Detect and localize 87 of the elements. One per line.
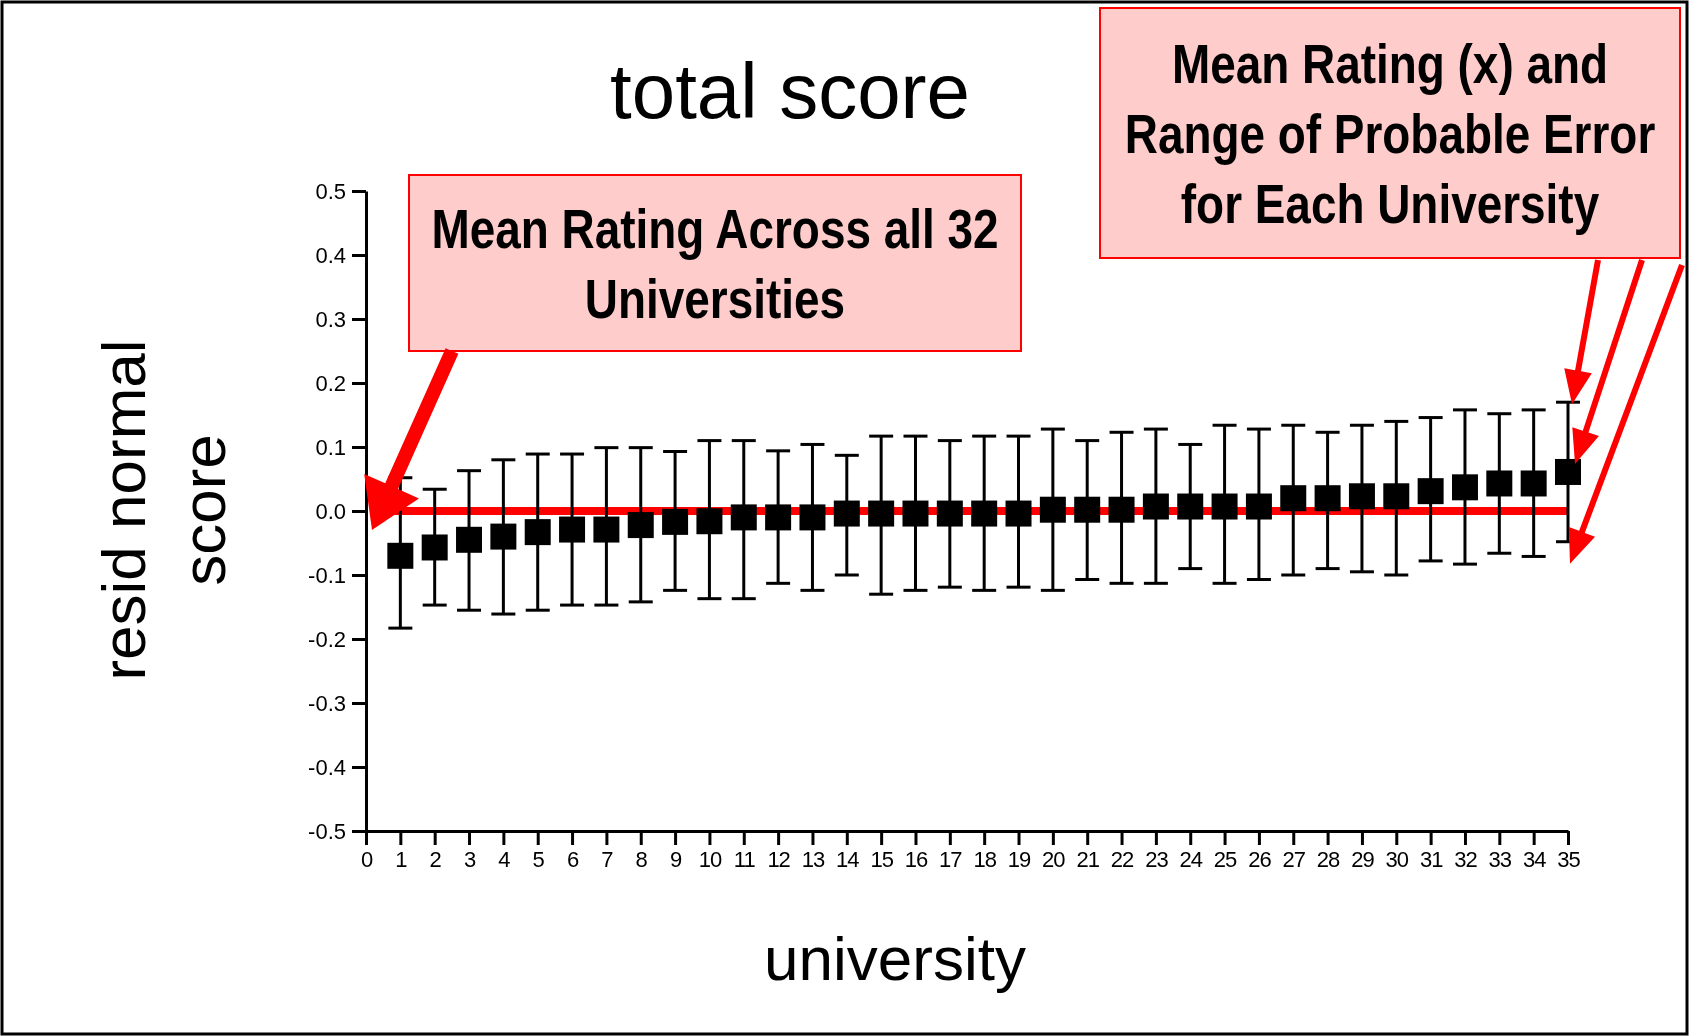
point (1451, 474, 1478, 501)
point (1211, 493, 1238, 520)
x-tick-label: 6 (566, 846, 579, 872)
point (1555, 458, 1581, 485)
x-tick-label: 0 (360, 846, 373, 872)
x-tick-label: 24 (1179, 846, 1203, 872)
point (627, 512, 654, 539)
x-tick-label: 18 (973, 846, 997, 872)
y-tick-label: 0.2 (315, 370, 346, 396)
point (1005, 500, 1032, 527)
x-tick-label: 23 (1145, 846, 1169, 872)
x-tick-label: 3 (463, 846, 476, 872)
y-tick-label: 0.4 (315, 242, 346, 268)
y-tick-label: 0.0 (315, 498, 346, 524)
point (387, 542, 414, 569)
x-tick-label: 1 (395, 846, 408, 872)
x-tick-label: 22 (1110, 846, 1135, 872)
x-tick-label: 26 (1248, 846, 1272, 872)
x-tick-label: 33 (1488, 846, 1512, 872)
x-tick-label: 27 (1282, 846, 1306, 872)
x-tick-label: 28 (1316, 846, 1341, 872)
x-tick-label: 17 (939, 846, 963, 872)
point (490, 523, 517, 550)
x-tick-label: 5 (532, 846, 545, 872)
x-tick-label: 35 (1557, 846, 1581, 872)
y-tick-label: 0.3 (315, 306, 346, 332)
point (1245, 493, 1272, 520)
point (1177, 493, 1204, 520)
x-tick-label: 21 (1076, 846, 1100, 872)
x-tick-label: 9 (669, 846, 682, 872)
x-tick-label: 10 (698, 846, 722, 872)
point (421, 534, 448, 561)
annotation: Mean Rating (x) and Range of Probable Error for Each University (1124, 32, 1656, 236)
chart-title: total score (610, 47, 970, 135)
point (1108, 496, 1135, 523)
x-tick-label: 7 (601, 846, 614, 872)
point (971, 500, 998, 527)
point (902, 500, 929, 527)
point (765, 504, 792, 531)
x-tick-label: 12 (767, 846, 791, 872)
point (696, 508, 723, 535)
point (799, 504, 826, 531)
x-tick-label: 31 (1419, 846, 1444, 872)
y-tick-label: -0.5 (308, 818, 346, 844)
point (1314, 485, 1341, 512)
x-tick-label: 32 (1454, 846, 1478, 872)
x-axis-title: university (764, 924, 1026, 993)
point (868, 500, 895, 527)
point (1039, 496, 1066, 523)
y-tick-label: 0.5 (315, 178, 346, 204)
x-tick-label: 11 (733, 846, 756, 872)
point (662, 508, 689, 535)
annotation: Mean Rating Across all 32 Universities (431, 197, 999, 331)
point (1520, 470, 1547, 497)
y-tick-label: -0.3 (308, 690, 346, 716)
x-tick-label: 34 (1522, 846, 1547, 872)
x-tick-label: 16 (904, 846, 928, 872)
x-tick-label: 19 (1007, 846, 1032, 872)
point (1417, 478, 1444, 505)
point (1383, 483, 1410, 510)
point (524, 519, 551, 546)
x-tick-label: 2 (429, 846, 442, 872)
point (1142, 493, 1169, 520)
x-tick-label: 13 (801, 846, 825, 872)
x-tick-label: 15 (870, 846, 894, 872)
point (1280, 485, 1307, 512)
point (1348, 483, 1375, 510)
x-tick-label: 8 (635, 846, 648, 872)
y-tick-label: -0.4 (308, 754, 346, 780)
y-tick-label: -0.1 (308, 562, 346, 588)
point (593, 516, 620, 543)
x-tick-label: 20 (1042, 846, 1066, 872)
y-axis-title: resid normal score (89, 339, 238, 681)
x-tick-label: 25 (1213, 846, 1238, 872)
x-tick-label: 30 (1385, 846, 1409, 872)
x-tick-label: 29 (1351, 846, 1375, 872)
point (730, 504, 757, 531)
point (559, 516, 586, 543)
point (1486, 470, 1513, 497)
x-tick-label: 4 (498, 846, 511, 872)
y-tick-label: -0.2 (308, 626, 346, 652)
point (456, 526, 483, 553)
point (936, 500, 963, 527)
y-tick-label: 0.1 (315, 434, 346, 460)
x-tick-label: 14 (836, 846, 860, 872)
point (833, 500, 860, 527)
point (1074, 496, 1101, 523)
